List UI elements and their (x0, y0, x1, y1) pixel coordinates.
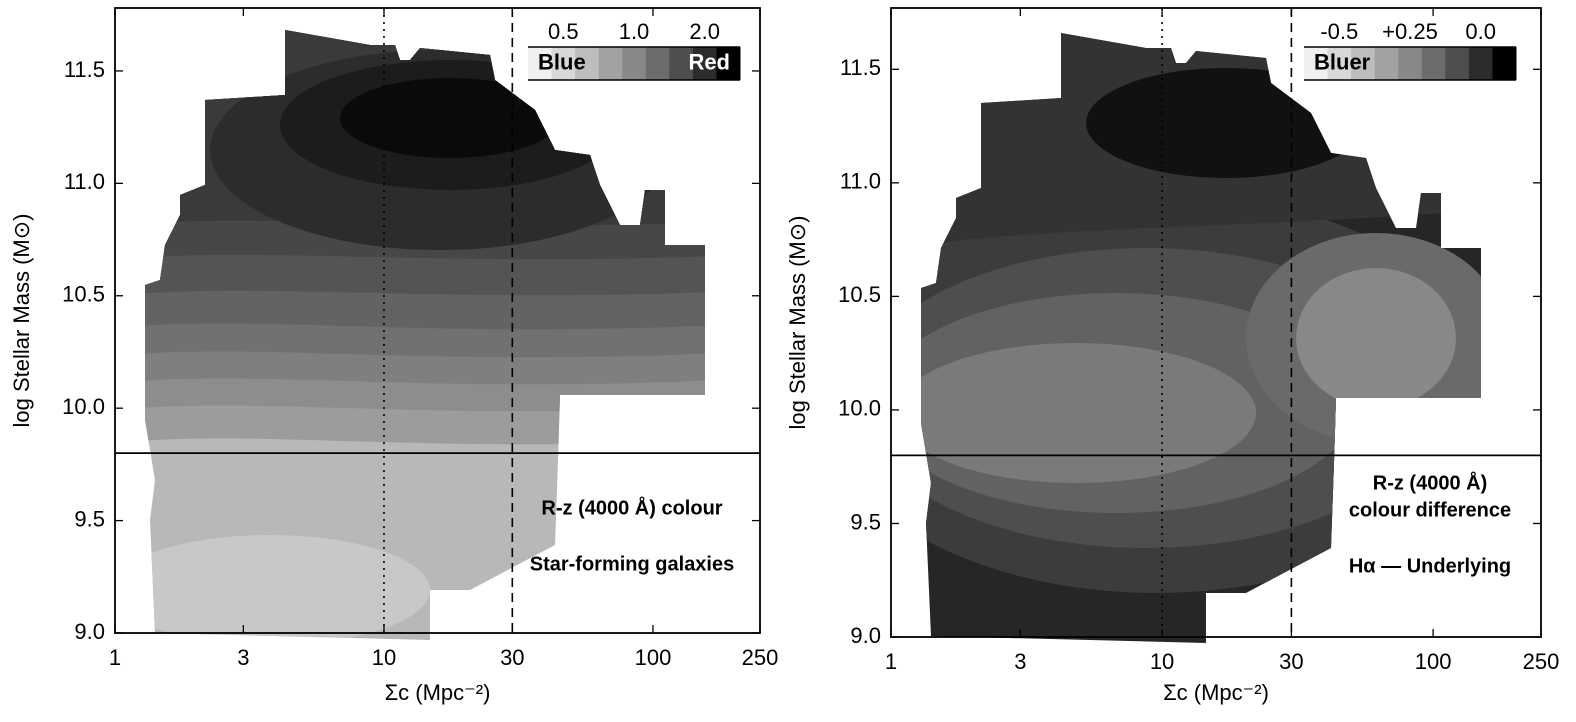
colorbar-tick-label: +0.25 (1382, 19, 1438, 44)
colorbar-tick-label: -0.5 (1320, 19, 1358, 44)
annotation: Star-forming galaxies (530, 553, 735, 575)
x-tick-label: 10 (1150, 649, 1174, 674)
x-tick-label: 1 (109, 645, 121, 670)
y-tick-label: 11.5 (64, 57, 105, 82)
y-tick-label: 10.5 (62, 282, 105, 307)
colorbar-swatch (1351, 47, 1376, 80)
annotation: R-z (4000 Å) (1373, 470, 1487, 494)
colorbar-swatch (1492, 47, 1517, 80)
y-axis-label: log Stellar Mass (M⊙) (9, 213, 34, 427)
colorbar-tick-label: 1.0 (619, 19, 650, 44)
x-tick-label: 250 (1523, 649, 1560, 674)
x-axis-label: Σc (Mpc⁻²) (385, 680, 491, 705)
colorbar-swatch (598, 47, 623, 80)
contour-fill (145, 30, 705, 640)
colorbar-tick-label: 0.5 (548, 19, 579, 44)
colorbar-label: Blue (538, 49, 586, 74)
x-tick-label: 250 (742, 645, 779, 670)
x-tick-label: 10 (372, 645, 396, 670)
colorbar-swatch (1327, 47, 1352, 80)
y-tick-label: 9.5 (74, 506, 105, 531)
y-tick-label: 10.0 (838, 396, 881, 421)
x-tick-label: 30 (500, 645, 524, 670)
colorbar-swatch (1468, 47, 1493, 80)
contour-fill (921, 33, 1481, 643)
colorbar-swatch (551, 47, 576, 80)
colorbar-label: Red (688, 49, 730, 74)
x-tick-label: 3 (237, 645, 249, 670)
colorbar-swatch (575, 47, 600, 80)
x-tick-label: 100 (635, 645, 672, 670)
y-tick-label: 9.0 (850, 623, 881, 648)
colorbar-swatch (716, 47, 741, 80)
y-tick-label: 9.0 (74, 619, 105, 644)
y-tick-label: 10.5 (838, 282, 881, 307)
colorbar-swatch (1398, 47, 1423, 80)
annotation: Hα — Underlying (1349, 555, 1511, 577)
x-axis-label: Σc (Mpc⁻²) (1163, 680, 1269, 705)
colorbar-label: Bluer (1314, 49, 1371, 74)
plot-frame (890, 7, 1542, 638)
colorbar-swatch (692, 47, 717, 80)
y-tick-label: 9.5 (850, 509, 881, 534)
x-tick-label: 100 (1415, 649, 1452, 674)
colorbar-tick-label: 2.0 (689, 19, 720, 44)
y-axis-label: log Stellar Mass (M⊙) (785, 215, 810, 429)
colorbar-swatch (1304, 47, 1329, 80)
colorbar-swatch (1374, 47, 1399, 80)
colorbar-tick-label: 0.0 (1465, 19, 1496, 44)
colorbar-swatch (622, 47, 647, 80)
x-tick-label: 1 (885, 649, 897, 674)
colorbar-swatch (645, 47, 670, 80)
y-tick-label: 11.5 (840, 55, 881, 80)
y-tick-label: 11.0 (64, 169, 105, 194)
colorbar-swatch (1445, 47, 1470, 80)
x-tick-label: 3 (1014, 649, 1026, 674)
y-tick-label: 10.0 (62, 394, 105, 419)
colorbar-swatch (669, 47, 694, 80)
annotation: colour difference (1349, 499, 1511, 521)
annotation: R-z (4000 Å) colour (541, 495, 722, 519)
colorbar-swatch (1421, 47, 1446, 80)
plot-frame (114, 7, 761, 634)
colorbar-swatch (528, 47, 553, 80)
y-tick-label: 11.0 (840, 169, 881, 194)
x-tick-label: 30 (1279, 649, 1303, 674)
